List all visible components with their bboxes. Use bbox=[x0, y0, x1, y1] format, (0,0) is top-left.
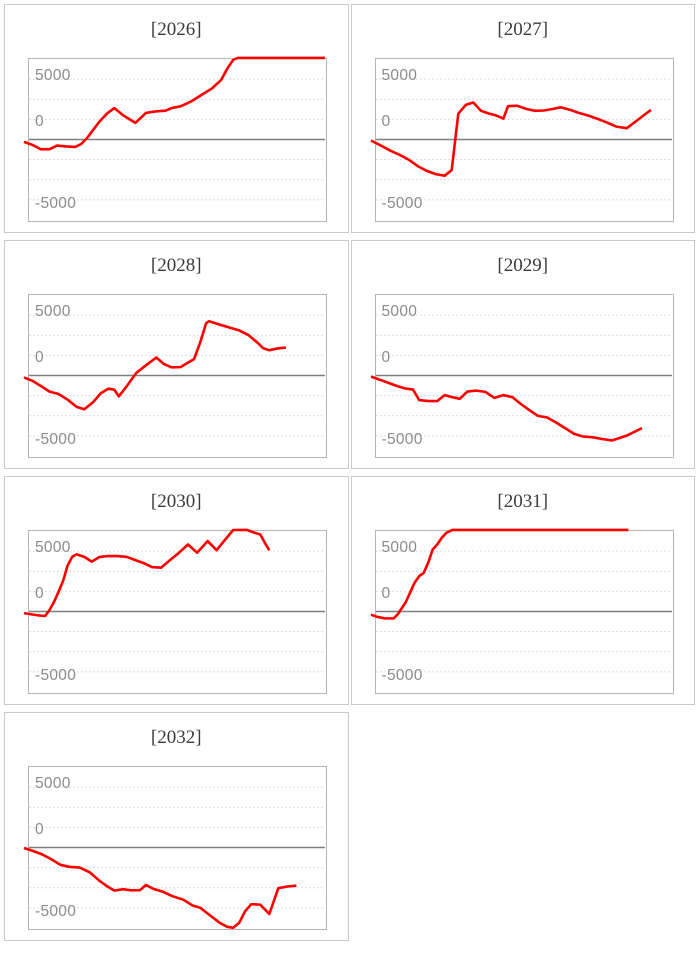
y-axis-label-min: -5000 bbox=[35, 194, 77, 212]
line-series bbox=[370, 314, 672, 442]
y-axis-label-max: 5000 bbox=[35, 67, 71, 84]
y-axis-label-min: -5000 bbox=[35, 430, 77, 448]
plot-area: 5000 0 -5000 bbox=[23, 294, 327, 458]
chart-panel-2032: [2032] 5000 0 -5000 bbox=[4, 712, 349, 941]
chart-title: [2030] bbox=[150, 491, 202, 512]
y-axis-label-zero: 0 bbox=[35, 112, 44, 130]
plot-area: 5000 0 -5000 bbox=[369, 58, 674, 222]
chart-panel-2026: [2026] 5000 0 -5000 bbox=[4, 4, 349, 233]
y-axis-label-max: 5000 bbox=[381, 67, 418, 84]
plot-area: 5000 0 -5000 bbox=[370, 294, 674, 458]
y-axis-label-max: 5000 bbox=[381, 539, 418, 556]
chart-title: [2029] bbox=[497, 255, 549, 276]
y-axis-label-zero: 0 bbox=[381, 584, 391, 602]
chart-title: [2031] bbox=[497, 491, 549, 512]
y-axis-label-zero: 0 bbox=[381, 348, 391, 366]
plot-area: 5000 0 -5000 bbox=[23, 528, 327, 694]
chart-panel-2027: [2027] 5000 0 -5000 bbox=[350, 4, 695, 233]
line-series bbox=[23, 56, 325, 201]
y-axis-label-max: 5000 bbox=[35, 303, 71, 320]
chart-title: [2028] bbox=[150, 255, 202, 276]
y-axis-label-max: 5000 bbox=[381, 303, 418, 320]
line-series bbox=[369, 78, 672, 201]
y-axis-label-min: -5000 bbox=[381, 666, 423, 684]
plot-area: 5000 0 -5000 bbox=[23, 56, 327, 222]
line-series bbox=[23, 314, 325, 437]
y-axis-label-zero: 0 bbox=[381, 112, 391, 130]
chart-panel-2029: [2029] 5000 0 -5000 bbox=[350, 240, 695, 469]
y-axis-label-min: -5000 bbox=[35, 902, 77, 920]
plot-area: 5000 0 -5000 bbox=[23, 766, 327, 930]
y-axis-label-max: 5000 bbox=[35, 775, 71, 792]
chart-title: [2032] bbox=[150, 727, 202, 748]
y-axis-label-zero: 0 bbox=[35, 584, 44, 602]
y-axis-label-max: 5000 bbox=[35, 539, 71, 556]
line-series bbox=[23, 786, 325, 930]
y-axis-label-min: -5000 bbox=[381, 194, 423, 212]
chart-title: [2026] bbox=[150, 19, 202, 40]
y-axis-label-zero: 0 bbox=[35, 820, 44, 838]
chart-panel-2031: [2031] 5000 0 -5000 bbox=[350, 476, 695, 705]
y-axis-label-min: -5000 bbox=[381, 430, 423, 448]
chart-title: [2027] bbox=[497, 19, 549, 40]
chart-panel-2030: [2030] 5000 0 -5000 bbox=[4, 476, 349, 705]
line-series bbox=[23, 528, 325, 673]
y-axis-label-zero: 0 bbox=[35, 348, 44, 366]
chart-panel-2028: [2028] 5000 0 -5000 bbox=[4, 240, 349, 469]
y-axis-label-min: -5000 bbox=[35, 666, 77, 684]
plot-area: 5000 0 -5000 bbox=[370, 528, 674, 694]
line-series bbox=[370, 528, 672, 673]
